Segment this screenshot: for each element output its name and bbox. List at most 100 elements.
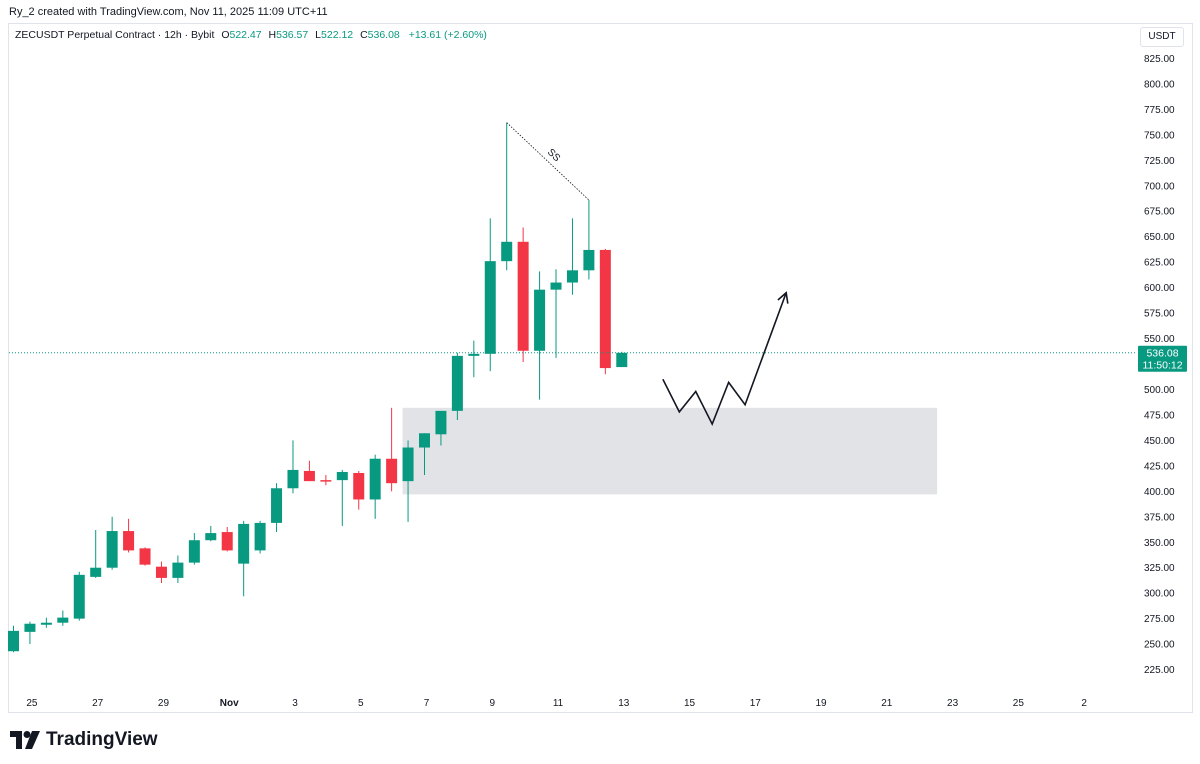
candle-body <box>534 289 546 351</box>
candle[interactable] <box>139 547 151 566</box>
price-axis-label: 650.00 <box>1144 232 1175 243</box>
candle[interactable] <box>402 440 414 522</box>
price-axis-label: 500.00 <box>1144 385 1175 396</box>
candle-body <box>616 352 628 368</box>
low-label: L <box>315 29 322 41</box>
candle[interactable] <box>57 610 69 626</box>
candle[interactable] <box>40 617 52 628</box>
candle-body <box>221 532 233 551</box>
candle[interactable] <box>419 433 430 476</box>
candle[interactable] <box>205 525 217 542</box>
price-axis-label: 675.00 <box>1144 207 1175 218</box>
candle-body <box>139 548 151 565</box>
price-axis-label: 450.00 <box>1144 436 1175 447</box>
price-axis-label: 600.00 <box>1144 283 1175 294</box>
time-axis-label: 17 <box>750 698 762 709</box>
time-axis-label: 25 <box>26 698 38 709</box>
time-axis-label: 19 <box>815 698 827 709</box>
candle[interactable] <box>435 410 447 446</box>
candle[interactable] <box>303 460 315 482</box>
candle-body <box>402 447 414 482</box>
price-axis-label: 425.00 <box>1144 461 1175 472</box>
candle[interactable] <box>599 248 611 375</box>
candle[interactable] <box>517 227 529 362</box>
price-axis-label: 400.00 <box>1144 487 1175 498</box>
candle[interactable] <box>221 526 233 552</box>
candle[interactable] <box>172 555 184 583</box>
candle[interactable] <box>369 454 381 519</box>
time-axis: 25 27 29 Nov 3 5 7 9 11 13 15 17 19 21 23 25 2 <box>26 698 1087 709</box>
tradingview-logo: TradingView <box>10 729 158 751</box>
candle[interactable] <box>468 340 480 378</box>
candle-body <box>550 282 562 290</box>
currency-selector[interactable]: USDT <box>1140 27 1184 47</box>
candle[interactable] <box>501 122 513 271</box>
candle[interactable] <box>123 518 135 553</box>
candle[interactable] <box>24 621 36 645</box>
time-axis-label: 3 <box>292 698 298 709</box>
candle-body <box>386 458 398 484</box>
candle[interactable] <box>451 352 463 421</box>
candle[interactable] <box>188 533 200 565</box>
candle[interactable] <box>353 470 365 510</box>
candle-countdown: 11:50:12 <box>1142 360 1182 372</box>
price-axis-label: 750.00 <box>1144 130 1175 141</box>
candle-body <box>73 574 85 619</box>
time-axis-label: 7 <box>424 698 430 709</box>
candle[interactable] <box>550 269 562 358</box>
candle-body <box>583 249 595 271</box>
price-axis-label: 800.00 <box>1144 79 1175 90</box>
projection-arrowhead <box>777 291 789 304</box>
candle-body <box>40 622 52 625</box>
tradingview-logo-text: TradingView <box>46 729 158 750</box>
candle-body <box>369 458 381 500</box>
candle[interactable] <box>238 520 250 597</box>
candle-body <box>451 355 463 411</box>
candle[interactable] <box>320 475 332 486</box>
chart-frame <box>8 23 1193 713</box>
candle[interactable] <box>90 530 102 578</box>
price-axis-label: 225.00 <box>1144 665 1175 676</box>
tradingview-logo-icon <box>10 731 40 749</box>
candle[interactable] <box>254 520 266 554</box>
candle-body <box>90 567 102 577</box>
candle[interactable] <box>155 561 167 583</box>
price-axis-label: 475.00 <box>1144 410 1175 421</box>
high-label: H <box>268 29 277 41</box>
time-axis-label: 5 <box>358 698 364 709</box>
candle[interactable] <box>566 218 578 295</box>
time-axis-label: 15 <box>684 698 696 709</box>
candle[interactable] <box>616 351 628 368</box>
candle[interactable] <box>583 200 595 280</box>
time-axis-label: 27 <box>92 698 104 709</box>
time-axis-label: 21 <box>881 698 893 709</box>
trendline[interactable] <box>506 122 590 201</box>
price-axis-label: 375.00 <box>1144 512 1175 523</box>
price-axis-label: 550.00 <box>1144 334 1175 345</box>
price-axis: 225.00 250.00 275.00 300.00 325.00 350.00 375.… <box>1138 54 1187 676</box>
candle[interactable] <box>106 516 118 570</box>
candle[interactable] <box>8 625 19 653</box>
low-value: 522.12 <box>321 29 354 41</box>
current-price-value: 536.08 <box>1146 348 1178 360</box>
candle[interactable] <box>386 407 398 492</box>
demand-zone-rectangle[interactable] <box>402 407 938 495</box>
high-value: 536.57 <box>276 29 309 41</box>
candle-body <box>57 617 69 623</box>
current-price-badge-bg <box>1138 345 1187 372</box>
candle[interactable] <box>271 483 283 533</box>
candle-body <box>8 630 19 652</box>
price-axis-label: 275.00 <box>1144 614 1175 625</box>
candle-body <box>501 241 513 262</box>
candle-body <box>336 471 348 481</box>
candle[interactable] <box>287 440 299 494</box>
candle[interactable] <box>73 571 85 621</box>
projection-path[interactable] <box>662 292 787 427</box>
candle[interactable] <box>534 271 546 400</box>
candle[interactable] <box>336 469 348 526</box>
candle-body <box>106 531 118 568</box>
candle[interactable] <box>484 218 496 372</box>
time-axis-label: 29 <box>158 698 170 709</box>
